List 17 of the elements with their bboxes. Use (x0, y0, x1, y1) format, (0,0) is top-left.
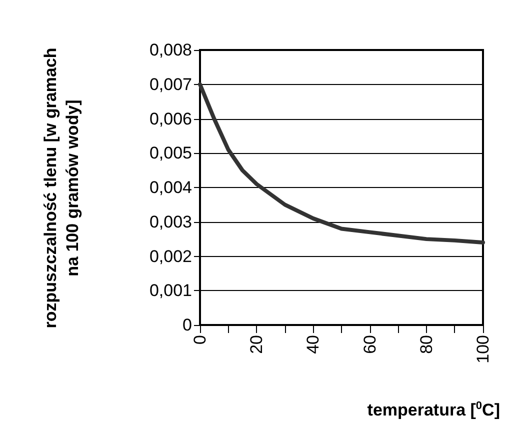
y-tick-label: 0,001 (149, 281, 192, 300)
y-axis-title: rozpuszczalność tlenu [w gramach na 100 gramów wody] (40, 46, 83, 330)
x-tick-label: 0 (190, 335, 210, 344)
y-tick-label: 0 (182, 316, 192, 334)
x-axis-title: temperatura [$^{0}$C] (367, 400, 500, 421)
y-tick-label: 0,006 (149, 109, 192, 128)
y-tick-label: 0,005 (149, 144, 192, 163)
y-tick-label: 0,002 (149, 246, 192, 266)
y-tick-label: 0,004 (149, 178, 192, 197)
x-tick-label: 80 (416, 335, 436, 354)
x-tick-label: 20 (247, 335, 266, 354)
y-tick-label: 0,008 (149, 40, 192, 60)
y-tick-label: 0,007 (149, 74, 192, 94)
x-tick-label: 100 (474, 335, 492, 364)
y-tick-label: 0,003 (149, 212, 192, 232)
x-tick-label: 60 (360, 335, 380, 354)
x-tick-label: 40 (304, 335, 323, 354)
